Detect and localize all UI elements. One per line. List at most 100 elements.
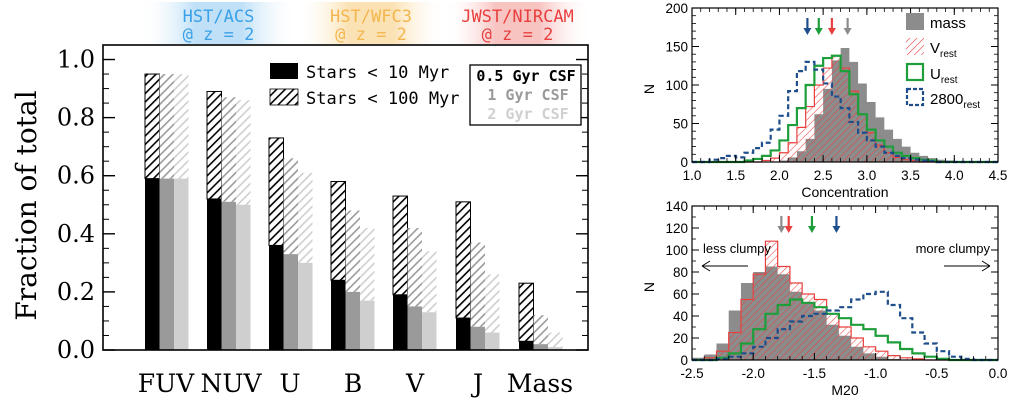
y-tick-label: 0.0	[57, 336, 95, 364]
hist-2800-outline	[692, 60, 998, 164]
x-axis-label: M20	[831, 382, 858, 398]
x-tick-label: 0.0	[989, 366, 1008, 381]
bar-lt10	[236, 204, 251, 350]
bar-lt10	[331, 280, 346, 350]
bar-lt100	[159, 74, 174, 179]
header-label-line2: @ z = 2	[183, 25, 255, 45]
y-tick-label: 0	[680, 155, 688, 170]
legend-vrest-swatch	[906, 38, 924, 55]
header-label-line1: JWST/NIRCAM	[461, 7, 574, 27]
hist-v-fill	[692, 55, 998, 162]
legend-2800rest-swatch	[905, 87, 925, 107]
x-tick-label: 4.5	[989, 168, 1008, 183]
bar-lt100	[392, 195, 408, 296]
csf-label-05: 0.5 Gyr CSF	[476, 67, 575, 85]
bar-lt100	[518, 282, 534, 342]
header-label-line1: HST/WFC3	[330, 7, 412, 27]
y-tick-label: 100	[665, 78, 688, 93]
header-band-0	[140, 2, 297, 44]
y-tick-label: 200	[665, 1, 688, 16]
bar-lt10	[298, 262, 313, 350]
csf-legend-box	[469, 64, 582, 126]
bar-lt10	[174, 178, 189, 350]
bar-lt100	[283, 158, 298, 255]
x-axis-label: Concentration	[801, 184, 888, 200]
legend-label-lt10: Stars < 10 Myr	[306, 63, 449, 83]
bar-lt100	[174, 74, 189, 179]
header-band-1	[296, 2, 446, 44]
bar-lt100	[533, 315, 548, 345]
hist-v-fill	[692, 241, 998, 360]
bar-lt10	[422, 312, 437, 350]
annotation-more-clumpy: more clumpy	[916, 241, 991, 256]
bar-lt10	[548, 347, 563, 350]
legend-swatch-lt10	[270, 63, 298, 79]
median-arrow-head	[803, 28, 812, 35]
legend-vrest-label: Vrest	[930, 40, 957, 60]
concentration-histogram: 1.0 1.5 2.0 2.5 3.0 3.5 4.0 4.5 0 50 100 150 200 Conc…	[641, 1, 1007, 200]
bar-lt100	[345, 210, 360, 292]
bar-lt10	[407, 306, 422, 350]
bar-lt100	[455, 201, 471, 319]
category-label: FUV	[138, 369, 195, 398]
legend-mass-label: mass	[930, 15, 966, 32]
bar-lt100	[422, 251, 437, 313]
y-tick-label: 0	[680, 353, 688, 368]
legend-mass-swatch	[906, 13, 924, 30]
arrow-left-head	[701, 260, 711, 272]
legend-2800rest-label: 2800rest	[930, 91, 980, 111]
x-tick-label: 1.0	[683, 168, 702, 183]
bar-lt100	[268, 137, 284, 246]
y-tick-label: 0.6	[57, 162, 95, 190]
median-arrow-head	[807, 226, 816, 233]
plot-frame	[102, 44, 589, 351]
x-tick-label: -2.5	[680, 366, 703, 381]
legend-urest-label: Urest	[930, 66, 958, 86]
bar-chart-axes: 0.0 0.2 0.4 0.6 0.8 1.0 Fraction of total FUV NU…	[10, 44, 589, 398]
bar-chart-bars	[144, 73, 563, 350]
median-arrow-head	[814, 28, 823, 35]
header-label-line1: HST/ACS	[183, 7, 255, 27]
bar-lt10	[533, 344, 548, 350]
hist-2800-outline	[692, 290, 998, 362]
y-tick-label: 50	[673, 117, 688, 132]
y-axis-label: N	[641, 282, 657, 292]
category-label: Mass	[507, 369, 573, 398]
bar-lt10	[283, 254, 298, 350]
bar-lt100	[298, 172, 313, 263]
median-arrow-head	[784, 226, 793, 233]
arrow-right-head	[981, 260, 991, 272]
header-label-line2: @ z = 2	[335, 25, 407, 45]
y-tick-label: 40	[673, 309, 688, 324]
annotation-less-clumpy: less clumpy	[703, 241, 771, 256]
x-tick-label: 2.0	[770, 168, 789, 183]
csf-label-2: 2 Gyr CSF	[487, 105, 568, 123]
category-label: J	[470, 369, 483, 398]
legend-urest-swatch	[905, 62, 925, 82]
category-label: U	[279, 369, 300, 398]
bar-lt10	[470, 326, 485, 350]
y-axis-label: N	[641, 84, 657, 94]
bar-lt100	[221, 97, 236, 202]
bar-lt100	[330, 181, 346, 281]
bar-lt10	[221, 201, 236, 350]
hist-u-outline	[692, 298, 998, 362]
bar-lt100	[144, 73, 160, 180]
bar-lt10	[393, 294, 408, 350]
bar-lt10	[207, 198, 222, 350]
x-tick-label: -1.0	[864, 366, 887, 381]
bar-lt100	[485, 274, 500, 333]
bar-lt10	[145, 178, 160, 350]
median-arrow-head	[843, 28, 852, 35]
y-tick-label: 0.4	[57, 220, 95, 248]
category-label: B	[344, 369, 362, 398]
csf-label-1: 1 Gyr CSF	[487, 86, 568, 104]
bar-lt10	[519, 341, 534, 350]
y-tick-label: 60	[673, 287, 688, 302]
x-tick-label: 1.5	[726, 168, 745, 183]
bar-lt10	[485, 332, 500, 350]
bar-lt10	[456, 318, 471, 350]
category-label: V	[405, 369, 425, 398]
bar-lt100	[206, 90, 222, 200]
